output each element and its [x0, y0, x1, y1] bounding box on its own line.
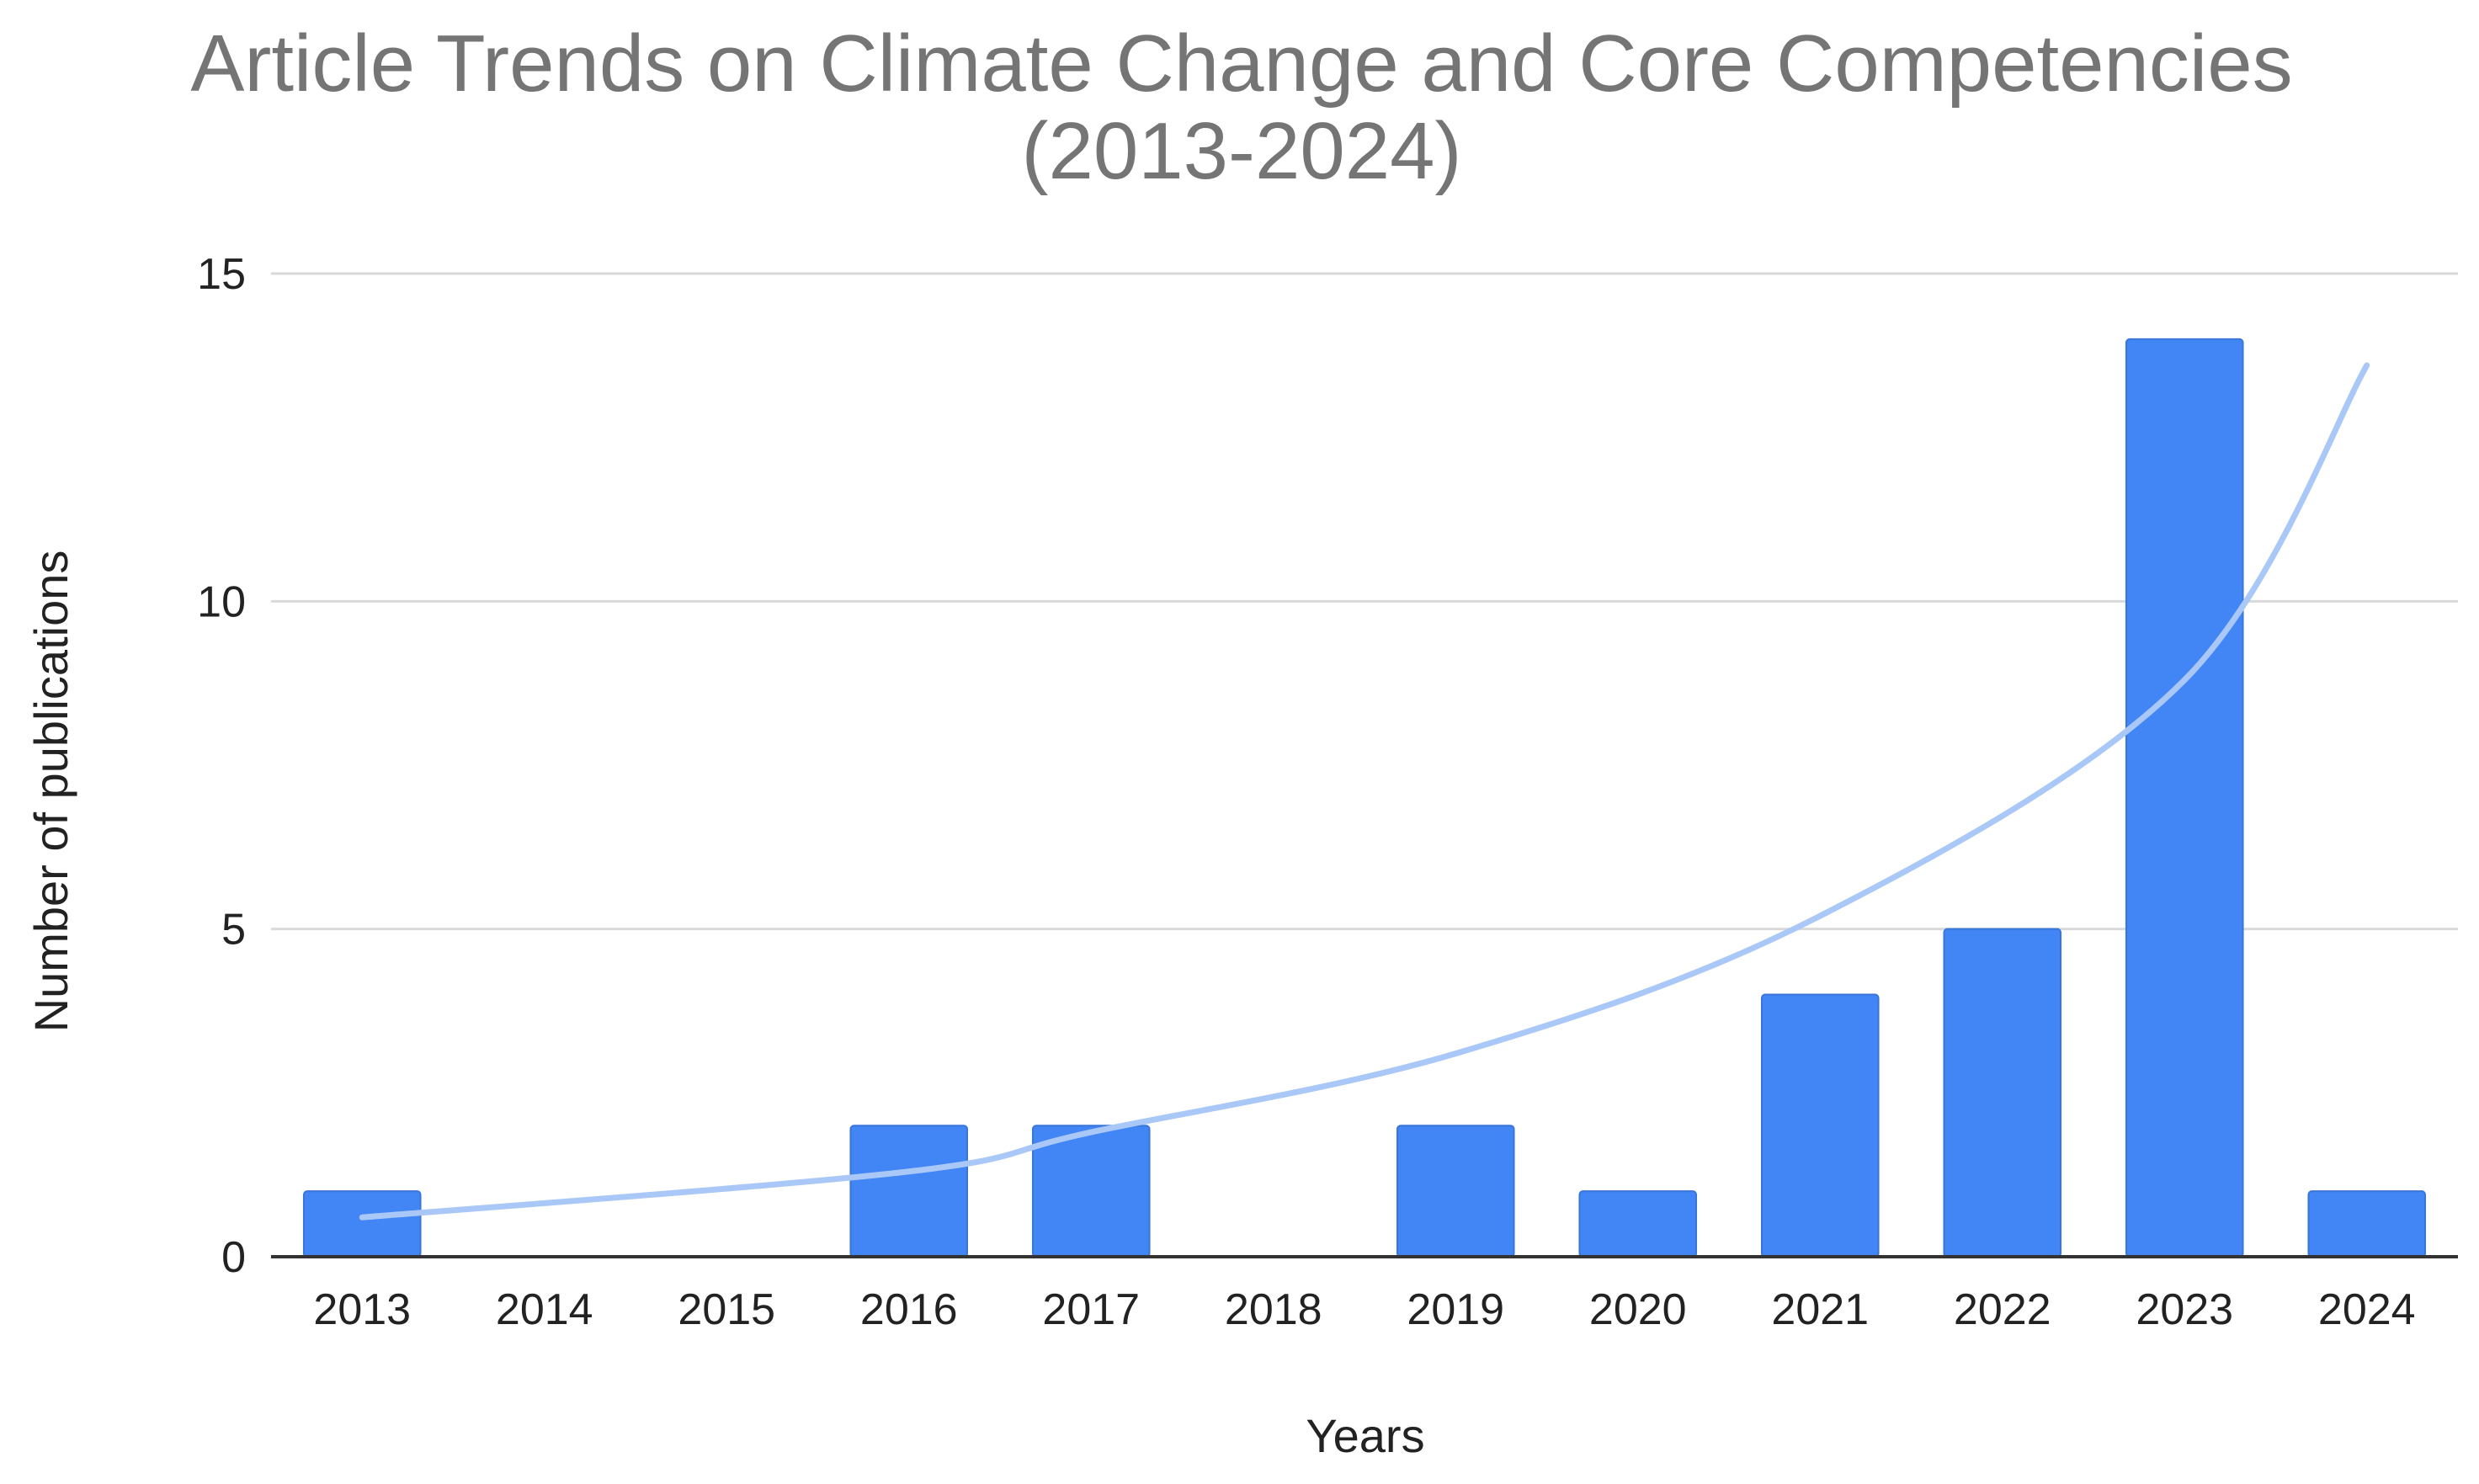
chart-title: Article Trends on Climate Change and Cor…	[190, 19, 2292, 196]
x-tick-label: 2017	[1042, 1285, 1140, 1334]
trendline	[359, 362, 2370, 1221]
y-tick-label: 0	[221, 1233, 246, 1282]
x-tick-label: 2013	[313, 1285, 411, 1334]
bar-2019	[1396, 1125, 1515, 1258]
x-tick-label: 2020	[1589, 1285, 1687, 1334]
bar-2013	[302, 1190, 422, 1258]
x-tick-label: 2023	[2136, 1285, 2233, 1334]
x-axis-title: Years	[1306, 1409, 1424, 1462]
gridlines	[271, 272, 2458, 931]
x-axis-ticks: 2013 2014 2015 2016 2017 2018 2019 2020 2021 2022…	[313, 1285, 2415, 1334]
chart-title-line-1: Article Trends on Climate Change and Cor…	[190, 19, 2292, 109]
x-tick-label: 2016	[860, 1285, 958, 1334]
y-tick-label: 10	[197, 577, 246, 626]
y-tick-label: 15	[197, 250, 246, 299]
bar-2020	[1578, 1190, 1698, 1258]
chart-title-line-2: (2013-2024)	[1021, 106, 1461, 196]
bar-2021	[1760, 993, 1880, 1258]
y-tick-label: 5	[221, 906, 246, 955]
bars	[302, 338, 2427, 1258]
bar-2017	[1031, 1125, 1151, 1258]
x-tick-label: 2018	[1225, 1285, 1322, 1334]
bar-2022	[1943, 928, 2062, 1258]
x-tick-label: 2021	[1771, 1285, 1869, 1334]
bar-2016	[849, 1125, 969, 1258]
bar-2023	[2125, 338, 2244, 1258]
bar-2024	[2307, 1190, 2427, 1258]
y-axis-ticks: 0 5 10 15	[197, 250, 246, 1282]
x-tick-label: 2024	[2318, 1285, 2416, 1334]
x-tick-label: 2022	[1954, 1285, 2051, 1334]
y-axis-title: Number of publications	[24, 551, 77, 1033]
x-tick-label: 2019	[1407, 1285, 1504, 1334]
x-tick-label: 2014	[496, 1285, 593, 1334]
x-tick-label: 2015	[678, 1285, 775, 1334]
